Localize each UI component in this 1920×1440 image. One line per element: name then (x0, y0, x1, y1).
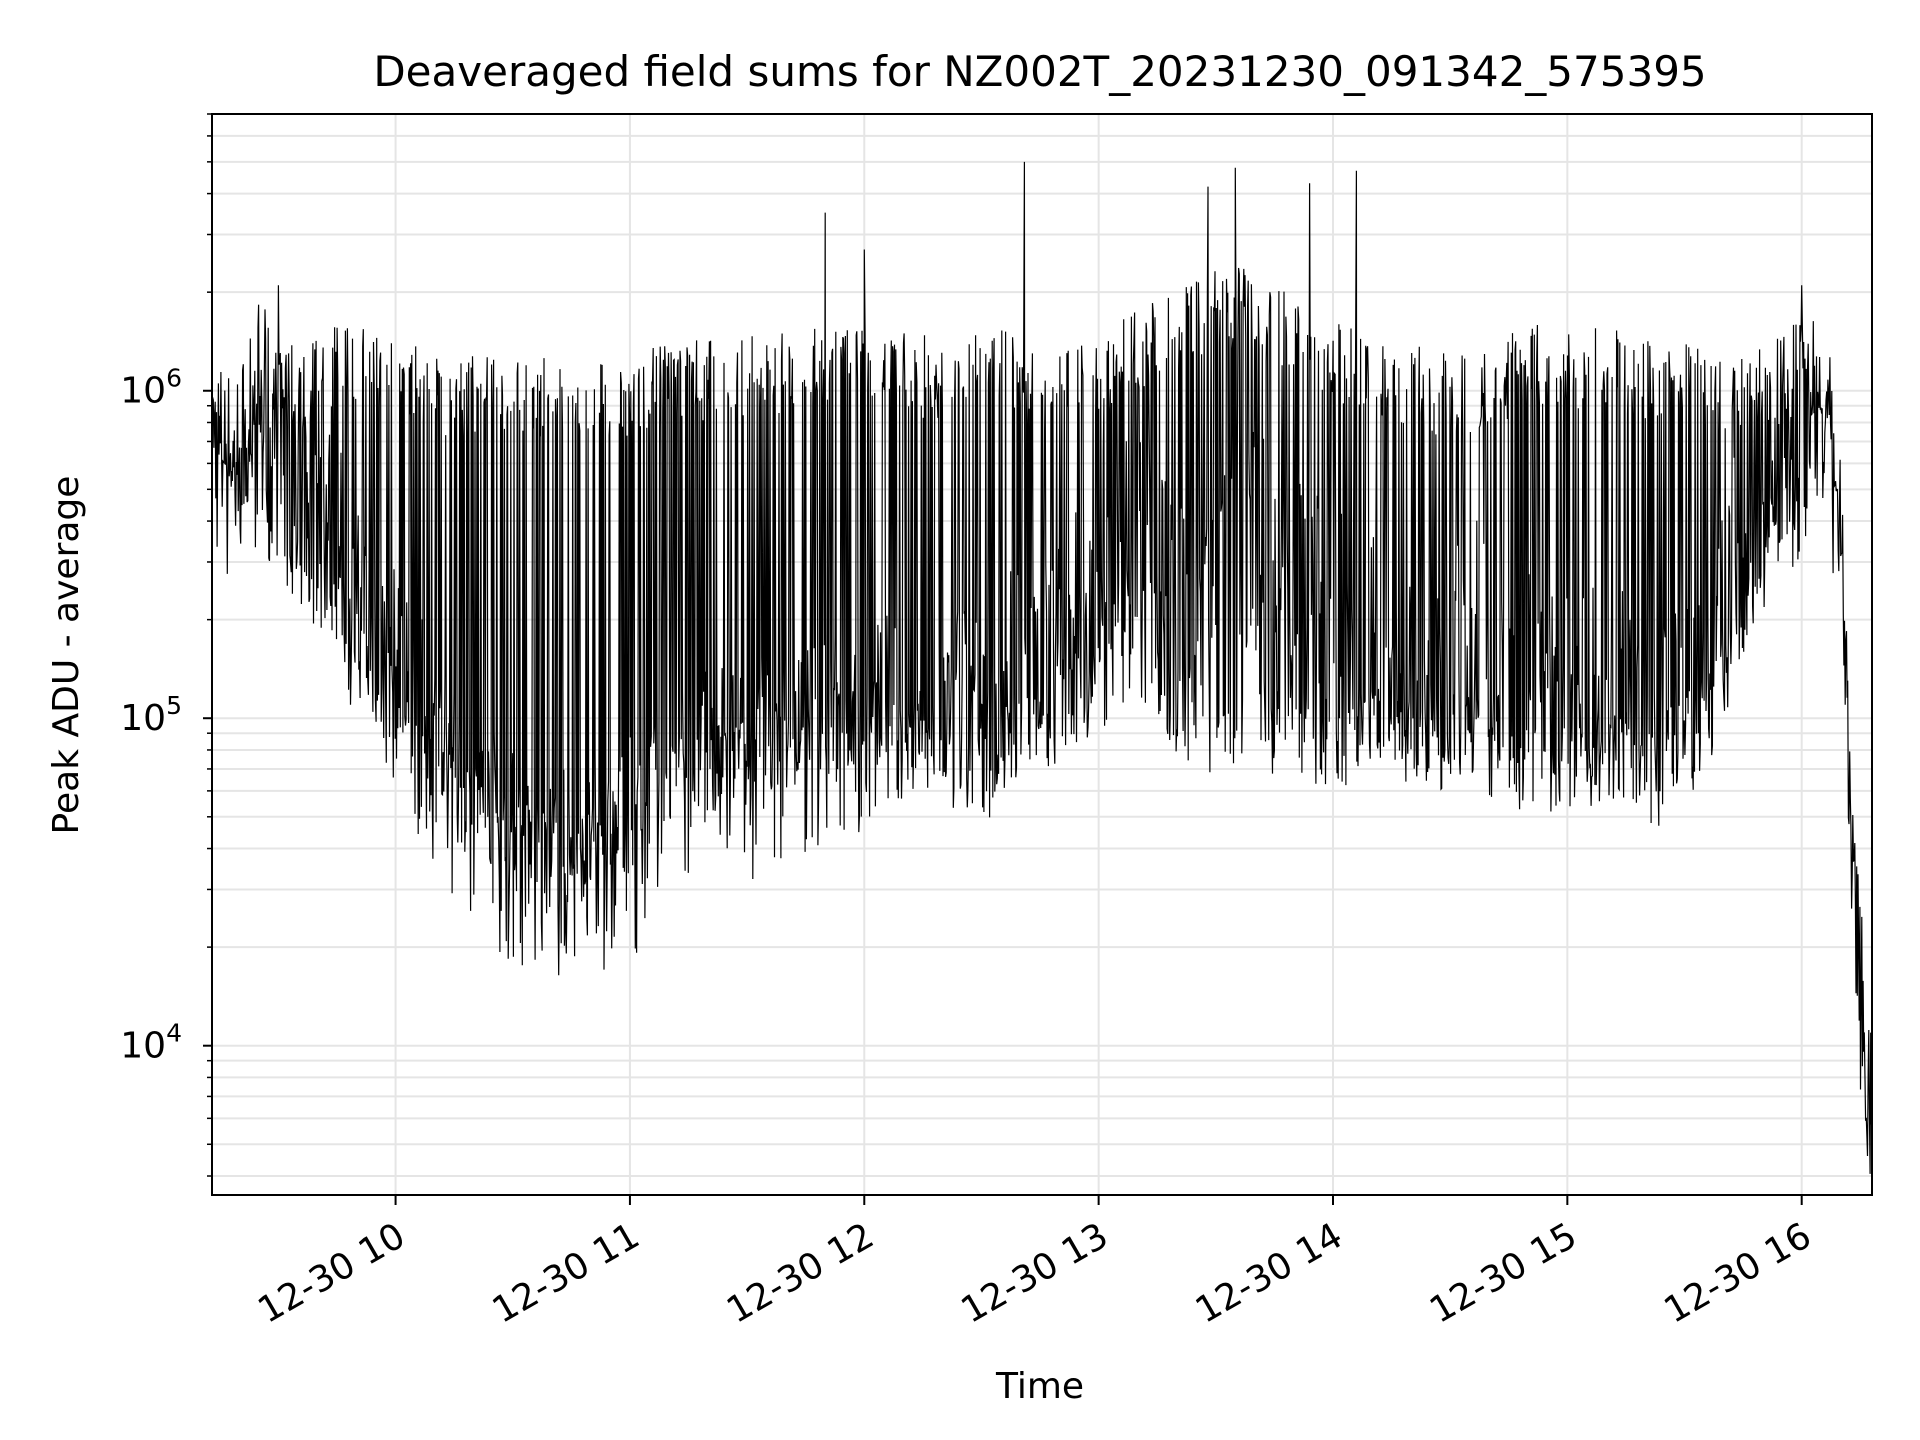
series-line (211, 161, 1873, 1174)
y-tick-label: 106 (120, 364, 182, 412)
y-axis-label: Peak ADU - average (46, 476, 87, 835)
y-tick-label: 105 (120, 691, 182, 739)
plot-frame (211, 113, 1873, 1196)
x-axis-label: Time (995, 1366, 1084, 1407)
data-layer (211, 161, 1873, 1174)
y-tick-label: 104 (120, 1019, 182, 1067)
chart-title: Deaveraged field sums for NZ002T_2023123… (373, 47, 1706, 96)
y-axis-ticks: 104 105 106 (120, 113, 212, 1177)
